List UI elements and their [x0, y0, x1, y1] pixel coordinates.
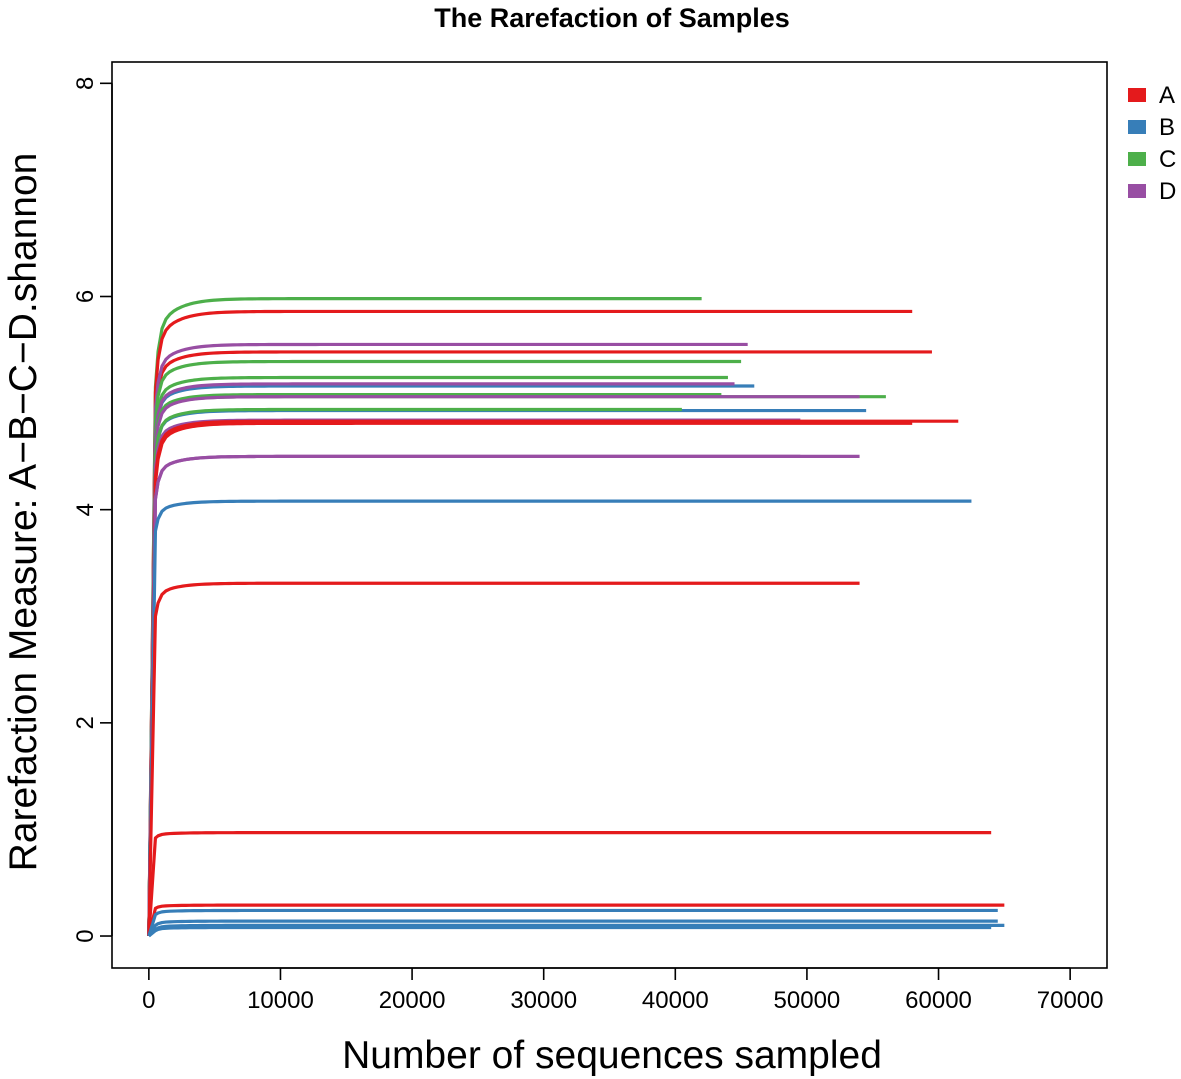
series-line-A: [147, 831, 992, 937]
series-lines: [147, 297, 1005, 938]
legend-swatch-C: [1128, 152, 1146, 166]
series-line-B: [147, 923, 1005, 938]
series-line-B: [147, 908, 998, 937]
y-tick-label: 0: [72, 929, 99, 942]
series-line-A: [147, 309, 913, 937]
series-line-D: [147, 382, 735, 937]
legend-swatch-A: [1128, 88, 1146, 102]
y-tick-label: 8: [72, 77, 99, 90]
series-line-B: [147, 499, 972, 937]
y-tick-label: 4: [72, 503, 99, 516]
y-axis-label: Rarefaction Measure: A−B−C−D.shannon: [2, 153, 45, 872]
series-line-B: [147, 384, 755, 937]
legend-label-A: A: [1159, 82, 1175, 109]
series-line-C: [147, 359, 742, 937]
series-line-C: [147, 392, 722, 937]
series-line-D: [147, 454, 801, 937]
series-line-C: [147, 395, 887, 937]
series-line-A: [147, 350, 932, 937]
y-tick-label: 2: [72, 716, 99, 729]
x-tick-label: 70000: [1037, 987, 1104, 1014]
series-line-A: [147, 903, 1005, 937]
x-tick-label: 50000: [774, 987, 841, 1014]
series-line-B: [147, 925, 992, 938]
x-tick-label: 60000: [905, 987, 972, 1014]
series-line-C: [147, 297, 702, 937]
series-line-A: [147, 581, 860, 937]
series-line-C: [147, 375, 729, 937]
x-tick-label: 30000: [510, 987, 577, 1014]
y-tick-label: 6: [72, 290, 99, 303]
x-tick-label: 40000: [642, 987, 709, 1014]
series-line-D: [147, 418, 801, 937]
series-line-D: [147, 342, 748, 937]
series-line-A: [147, 419, 959, 937]
series-line-D: [147, 395, 860, 937]
x-tick-label: 20000: [379, 987, 446, 1014]
series-line-B: [147, 919, 998, 937]
series-line-C: [147, 407, 682, 937]
series-line-B: [147, 408, 867, 937]
legend-swatch-B: [1128, 120, 1146, 134]
chart-title: The Rarefaction of Samples: [434, 3, 790, 33]
series-line-A: [147, 421, 913, 937]
legend-label-D: D: [1159, 178, 1176, 205]
x-axis-label: Number of sequences sampled: [342, 1034, 882, 1077]
legend-label-B: B: [1159, 114, 1175, 141]
x-tick-label: 10000: [247, 987, 314, 1014]
legend-label-C: C: [1159, 146, 1176, 173]
legend-swatch-D: [1128, 184, 1146, 198]
y-axis: 0 2 4 6 8: [72, 77, 113, 943]
series-line-D: [147, 454, 860, 937]
x-tick-label: 0: [142, 987, 155, 1014]
x-axis: 0 10000 20000 30000 40000 50000 60000 70000: [142, 967, 1104, 1014]
